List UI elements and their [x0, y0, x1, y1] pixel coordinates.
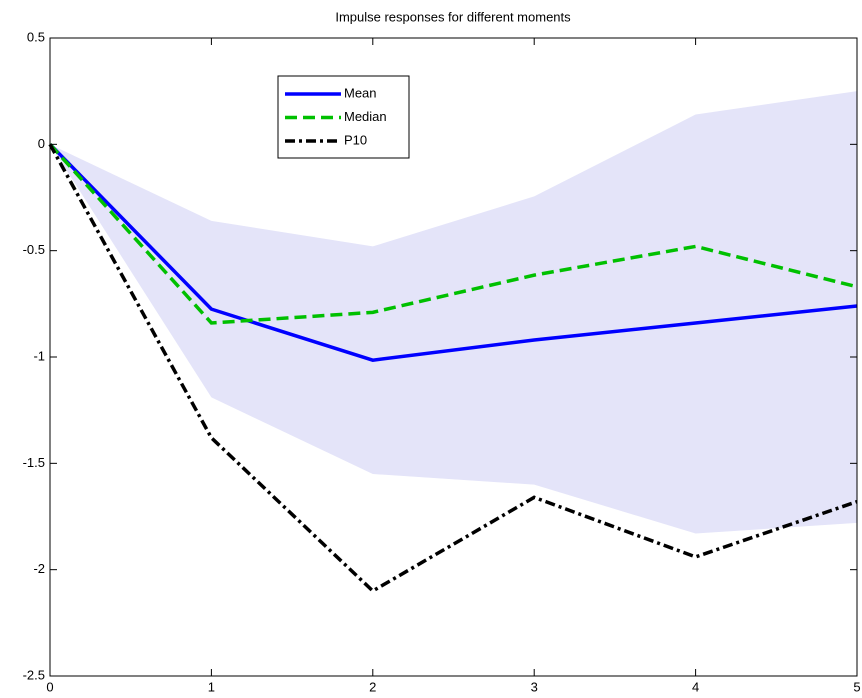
legend-label: Median	[344, 109, 387, 124]
x-tick-label: 0	[46, 679, 53, 694]
y-tick-label: -2	[33, 561, 45, 576]
chart-title: Impulse responses for different moments	[335, 9, 571, 24]
x-tick-label: 4	[692, 679, 699, 694]
legend-label: P10	[344, 132, 367, 147]
y-tick-label: 0	[38, 136, 45, 151]
series-line	[48, 143, 858, 594]
series-line	[48, 143, 858, 362]
legend: Mean Median P10	[277, 75, 410, 159]
legend-box	[277, 75, 410, 159]
series-line	[48, 143, 858, 325]
legend-label: Mean	[344, 85, 377, 100]
x-tick-label: 5	[853, 679, 860, 694]
x-tick-label: 1	[208, 679, 215, 694]
y-tick-label: 0.5	[27, 29, 45, 44]
y-tick-label: -1.5	[23, 455, 45, 470]
x-tick-label: 2	[369, 679, 376, 694]
confidence-band	[50, 91, 857, 534]
x-tick-label: 3	[531, 679, 538, 694]
y-tick-label: -2.5	[23, 667, 45, 682]
axes	[49, 37, 858, 677]
y-tick-label: -0.5	[23, 242, 45, 257]
y-tick-label: -1	[33, 348, 45, 363]
